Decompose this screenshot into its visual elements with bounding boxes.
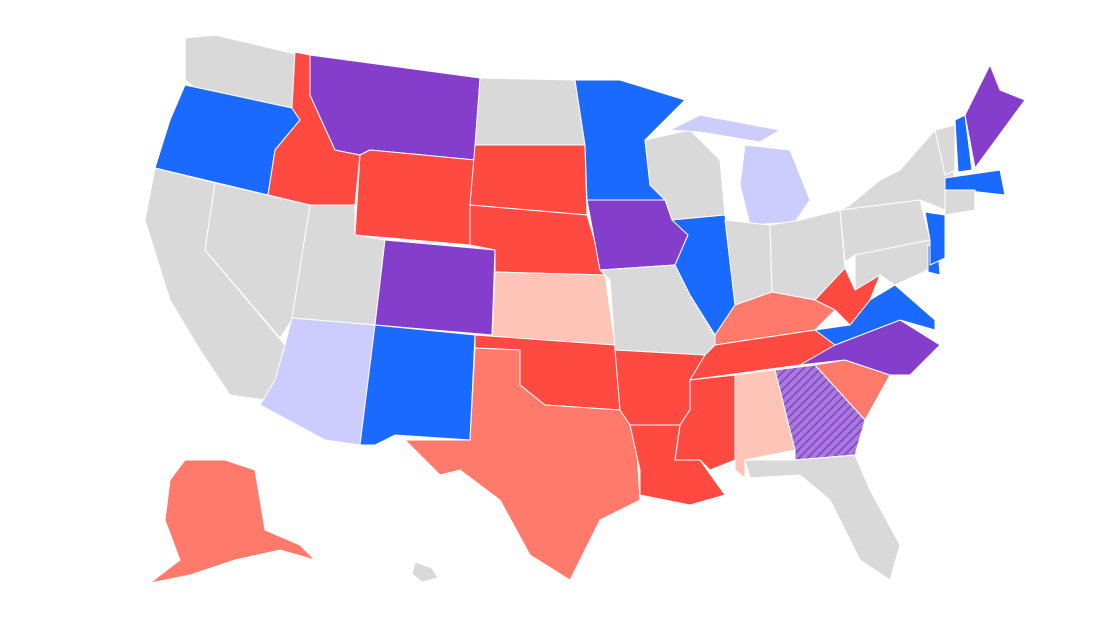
state-ks[interactable]	[491, 271, 616, 346]
state-co[interactable]	[374, 239, 496, 336]
state-mi[interactable]	[739, 144, 811, 226]
state-nd[interactable]	[474, 77, 586, 146]
state-ak[interactable]	[149, 459, 316, 584]
state-sd[interactable]	[469, 144, 588, 216]
state-wy[interactable]	[354, 149, 476, 246]
state-tx[interactable]	[404, 347, 641, 581]
state-me[interactable]	[964, 64, 1026, 169]
state-hi[interactable]	[411, 561, 439, 583]
state-vt[interactable]	[934, 124, 956, 176]
state-ct[interactable]	[944, 189, 976, 216]
state-nm[interactable]	[359, 324, 476, 446]
state-fl[interactable]	[744, 454, 901, 581]
state-nj[interactable]	[924, 211, 946, 266]
state-ma[interactable]	[944, 169, 1006, 196]
state-mi-up[interactable]	[669, 114, 781, 143]
state-mt[interactable]	[309, 54, 481, 161]
state-wv[interactable]	[814, 267, 881, 326]
state-nh[interactable]	[954, 114, 973, 173]
